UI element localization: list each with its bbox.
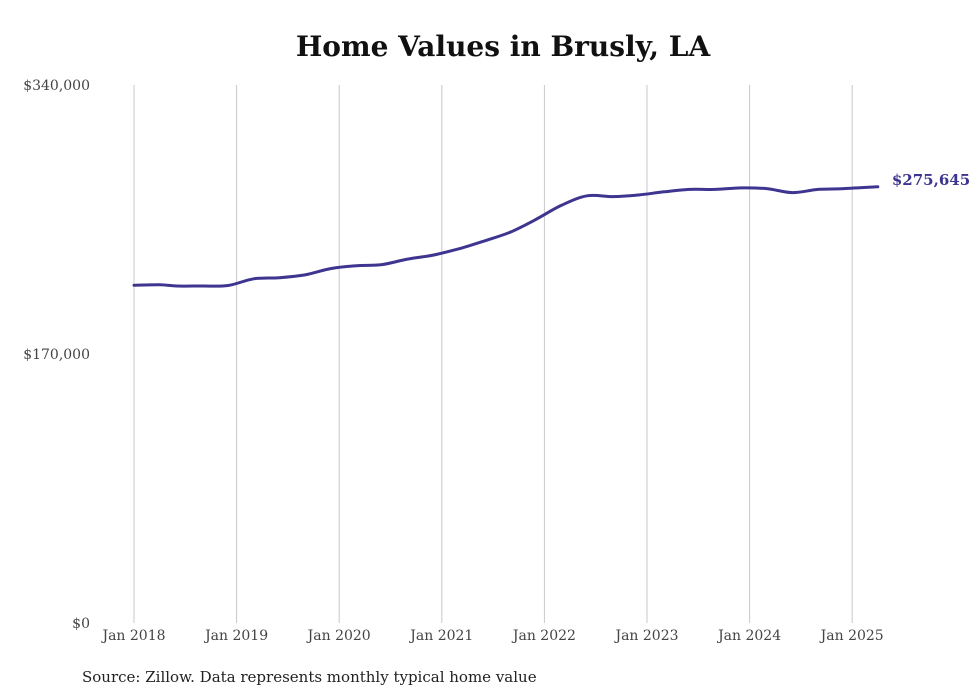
x-tick-label: Jan 2018 [100, 628, 165, 644]
chart-title: Home Values in Brusly, LA [295, 30, 711, 63]
x-tick-label: Jan 2022 [511, 628, 576, 644]
y-tick-label: $170,000 [23, 347, 90, 363]
source-note: Source: Zillow. Data represents monthly … [82, 668, 537, 686]
x-tick-label: Jan 2024 [716, 628, 781, 644]
end-value-label: $275,645 [892, 171, 970, 189]
y-tick-label: $0 [72, 616, 90, 632]
y-axis: $0 $170,000 $340,000 [23, 78, 90, 632]
gridlines [133, 85, 853, 623]
series-layer: $275,645 [132, 171, 970, 288]
x-axis: Jan 2018 Jan 2019 Jan 2020 Jan 2021 Jan 2022… [100, 628, 883, 644]
x-tick-label: Jan 2025 [819, 628, 884, 644]
x-tick-label: Jan 2019 [203, 628, 268, 644]
x-tick-label: Jan 2023 [613, 628, 678, 644]
x-tick-label: Jan 2020 [306, 628, 371, 644]
y-tick-label: $340,000 [23, 78, 90, 94]
x-tick-label: Jan 2021 [408, 628, 473, 644]
series-line-0 [132, 185, 880, 288]
